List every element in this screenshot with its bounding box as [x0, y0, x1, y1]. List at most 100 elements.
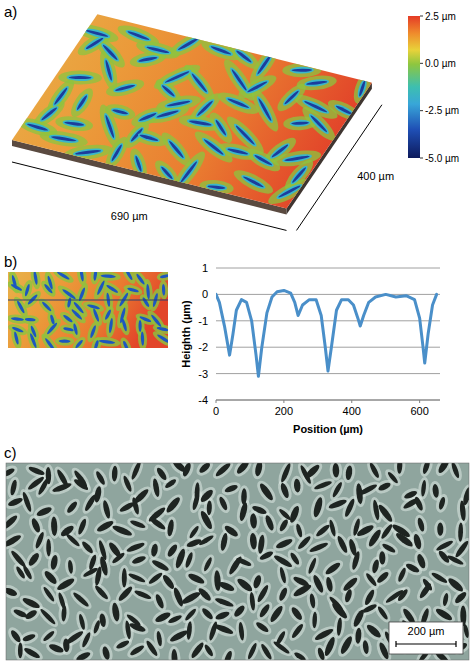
x-axis — [216, 400, 440, 401]
pit-halo — [254, 478, 280, 506]
pit — [328, 498, 348, 510]
pit — [111, 524, 133, 538]
dimple-halo — [151, 157, 183, 190]
dimple-core — [29, 333, 38, 348]
dimple-core — [75, 339, 84, 348]
pit — [128, 572, 147, 584]
dimple-core — [11, 275, 18, 290]
pit-halo — [260, 510, 279, 535]
panel-letter: b) — [4, 253, 17, 270]
dimple-core — [40, 106, 57, 121]
dimple-core — [168, 140, 185, 159]
pit — [309, 593, 316, 609]
pit — [61, 605, 67, 622]
pit-halo — [231, 463, 255, 480]
colorbar-tick — [420, 158, 423, 159]
pit — [203, 643, 214, 657]
dimple-ring — [281, 87, 302, 108]
dimple-core — [227, 97, 250, 109]
pit — [446, 554, 464, 566]
pit — [405, 562, 421, 574]
pit — [30, 517, 42, 533]
dimple-core — [203, 138, 224, 156]
pit — [250, 513, 258, 529]
pit-halo — [214, 492, 233, 515]
dimple-ring — [200, 135, 227, 158]
dimple-ring — [208, 43, 234, 58]
pit — [101, 646, 111, 660]
dimple-core — [99, 339, 116, 344]
pit — [34, 531, 45, 549]
pit — [156, 631, 163, 647]
dimple-core — [11, 317, 24, 322]
dimple-core — [164, 70, 190, 84]
pit — [148, 571, 164, 585]
pit — [81, 540, 95, 555]
dimple-ring — [212, 117, 230, 139]
micrograph-ground — [6, 463, 469, 660]
pit — [187, 572, 206, 586]
pit — [308, 541, 328, 554]
pit-halo — [329, 463, 342, 481]
dimple-halo — [82, 299, 105, 314]
pit — [256, 584, 270, 603]
dimple-ring — [99, 41, 121, 63]
pit-halo — [98, 642, 115, 660]
pit-halo — [199, 639, 219, 660]
pit — [313, 480, 332, 491]
pit — [289, 551, 301, 565]
pit-halo — [195, 505, 218, 534]
surface-texture — [16, 21, 374, 209]
dimple-ring — [188, 70, 211, 96]
pit — [198, 463, 212, 475]
pit — [66, 500, 79, 514]
pit — [46, 539, 51, 557]
dimple-core — [16, 300, 26, 314]
pit — [372, 499, 380, 520]
pit — [214, 570, 222, 591]
pit — [50, 555, 59, 571]
pit — [227, 555, 243, 576]
dimple-ring — [137, 131, 161, 144]
pit — [129, 519, 146, 530]
pit — [151, 558, 170, 572]
dimple-core — [79, 272, 84, 282]
dimple-ring — [144, 43, 172, 56]
dimple-core — [284, 155, 310, 162]
thumbnail — [8, 272, 168, 348]
profile-series — [216, 290, 437, 376]
pit — [9, 479, 18, 496]
pit-halo — [285, 547, 305, 570]
pit — [246, 642, 258, 660]
pit — [446, 576, 465, 593]
dimple-core — [27, 123, 49, 132]
dimple-core — [87, 303, 101, 310]
pit — [437, 463, 451, 475]
x-tick — [419, 400, 420, 403]
dimple-ring — [132, 153, 145, 174]
pit — [344, 589, 353, 603]
dimple-ring — [136, 54, 160, 65]
dimple-core — [156, 333, 168, 344]
pit-halo — [320, 557, 346, 581]
pit — [6, 533, 22, 548]
dimple-core — [189, 120, 212, 127]
pit — [365, 572, 378, 587]
dimple-core — [73, 323, 79, 335]
dimple-core — [62, 314, 73, 323]
colorbar-label: -2.5 µm — [425, 105, 459, 116]
dimple-core — [76, 94, 88, 110]
dimple-core — [49, 314, 55, 324]
pit — [397, 567, 408, 583]
pit — [292, 583, 313, 599]
panel-letter: c) — [4, 444, 17, 461]
pit — [199, 510, 214, 531]
dimple-core — [46, 322, 58, 335]
dimple-core — [64, 121, 84, 127]
surface — [12, 14, 372, 208]
dimple-ring — [206, 183, 228, 192]
pit — [413, 496, 424, 512]
dimple-core — [284, 90, 300, 106]
pit — [131, 497, 140, 515]
pit — [288, 505, 301, 524]
